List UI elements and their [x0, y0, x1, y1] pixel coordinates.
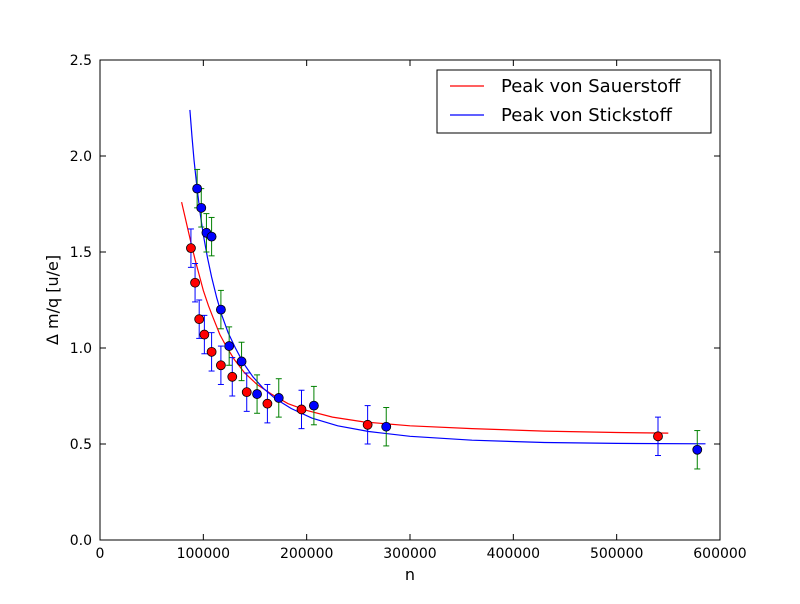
data-point-sauerstoff [362, 419, 373, 430]
x-tick-label: 500000 [590, 546, 643, 562]
y-tick-label: 1.5 [70, 245, 92, 261]
y-tick-label: 1.0 [70, 341, 92, 357]
data-point-stickstoff [224, 341, 235, 351]
x-tick-label: 0 [96, 546, 105, 562]
data-point-stickstoff [192, 183, 203, 194]
data-point-stickstoff [215, 304, 226, 315]
data-point-sauerstoff [653, 431, 663, 442]
x-tick-label: 100000 [177, 546, 230, 562]
data-point-sauerstoff [206, 346, 217, 357]
fit-line-sauerstoff [181, 201, 669, 434]
data-point-sauerstoff [215, 360, 226, 371]
plot-area: 0 100000 200000 300000 400000 500000 600000 0.0… [70, 53, 747, 562]
data-point-sauerstoff [296, 404, 307, 415]
data-point-stickstoff [196, 202, 207, 213]
data-point-sauerstoff [186, 243, 196, 254]
data-point-sauerstoff [262, 398, 273, 409]
x-tick-label: 300000 [383, 546, 436, 562]
data-point-stickstoff [273, 393, 284, 403]
data-point-sauerstoff [199, 329, 210, 340]
y-axis-label: Δ m/q [u/e] [43, 255, 62, 345]
legend-label-stickstoff: Peak von Stickstoff [501, 105, 673, 126]
legend-label-sauerstoff: Peak von Sauerstoff [501, 76, 681, 97]
y-tick-label: 0.0 [70, 533, 92, 549]
y-tick-label: 2.0 [70, 149, 92, 165]
data-point-stickstoff [236, 356, 247, 367]
x-tick-label: 400000 [487, 546, 540, 562]
legend: Peak von Sauerstoff Peak von Stickstoff [436, 69, 712, 134]
data-point-stickstoff [308, 400, 319, 411]
data-point-stickstoff [252, 389, 262, 399]
y-tick-label: 2.5 [70, 53, 92, 69]
x-tick-label: 200000 [280, 546, 333, 562]
data-point-sauerstoff [241, 387, 252, 398]
data-point-stickstoff [381, 421, 392, 432]
data-point-sauerstoff [190, 277, 200, 288]
x-tick-label: 600000 [693, 546, 746, 562]
y-tick-label: 0.5 [70, 437, 92, 453]
data-point-sauerstoff [227, 371, 238, 382]
data-point-stickstoff [206, 231, 217, 242]
x-axis-label: n [405, 565, 415, 584]
legend-box [436, 69, 712, 134]
data-point-stickstoff [692, 444, 703, 455]
data-point-sauerstoff [194, 314, 205, 325]
